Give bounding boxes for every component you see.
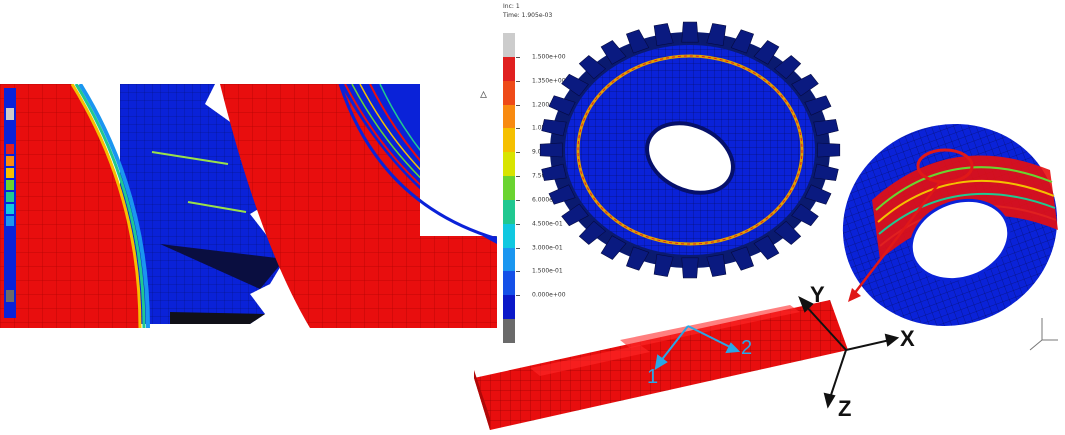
gear-tooth [548, 95, 576, 116]
y-axis-label: Y [810, 282, 825, 307]
legend-label: 4.500e-01 [532, 220, 563, 228]
legend-tick [516, 295, 520, 297]
legend-tick [516, 271, 520, 273]
gear-tooth [626, 246, 650, 271]
gear-tooth [791, 203, 819, 227]
gear-tooth [706, 23, 727, 47]
gear-tooth [730, 246, 754, 271]
triad-icon [1029, 318, 1058, 351]
inc-label: Inc: [503, 3, 514, 10]
legend-tick [516, 223, 520, 225]
gear-tooth [600, 235, 627, 260]
legend-swatch [503, 247, 515, 272]
gear-tooth [730, 29, 754, 54]
gear-tooth [804, 95, 832, 116]
gear-tooth [561, 73, 589, 97]
legend-swatch [503, 56, 515, 81]
legend-swatch [503, 199, 515, 224]
gear-tooth [539, 142, 563, 158]
global-axes [798, 295, 900, 409]
gear-tooth [753, 235, 780, 260]
legend-swatch [503, 176, 515, 200]
gear-tooth [804, 184, 832, 205]
gear-tooth [541, 163, 567, 181]
legend-bottom-swatch [503, 319, 515, 343]
gear-tooth [653, 253, 674, 277]
gear-tooth [578, 55, 607, 80]
gear-tooth [681, 257, 699, 279]
gear-tooth [753, 40, 780, 65]
gear-3d-view [474, 21, 1058, 430]
x-axis-label: X [900, 326, 915, 351]
gear-tooth [791, 73, 819, 97]
gear-tooth [813, 119, 839, 137]
fiber-direction-arrows [654, 325, 741, 370]
callout-arrow [853, 181, 941, 295]
legend-swatch [503, 295, 515, 320]
legend-swatch [503, 104, 515, 129]
gear-tooth [706, 253, 727, 277]
increment-info: Inc: 1 Time: 1.905e-03 [503, 2, 552, 20]
legend-tick [516, 104, 520, 106]
legend-label: 1.500e-01 [532, 267, 563, 275]
legend-tick [516, 199, 520, 201]
legend-tick [516, 80, 520, 82]
legend-tick [516, 56, 520, 58]
gear-tooth [578, 220, 607, 245]
direction-1-label: 1 [647, 366, 659, 388]
legend-tick [516, 128, 520, 130]
gear-tooth [653, 23, 674, 47]
legend-swatch [503, 223, 515, 248]
inc-value: 1 [515, 3, 520, 10]
legend-label: 0.000e+00 [532, 291, 566, 299]
gear-tooth [681, 21, 699, 43]
gear-tooth [548, 184, 576, 205]
legend-label: 3.000e-01 [532, 244, 563, 252]
gear-tooth [773, 55, 802, 80]
time-label: Time: [503, 12, 520, 19]
gear-tooth [561, 203, 589, 227]
legend-tick [516, 152, 520, 154]
gear-tooth [773, 220, 802, 245]
legend-tick [516, 247, 520, 249]
legend-swatch [503, 128, 515, 153]
highlight-circle [916, 148, 974, 184]
time-value: 1.905e-03 [521, 12, 553, 19]
gear-tooth [626, 29, 650, 54]
legend-swatch [503, 271, 515, 296]
z-axis-label: Z [838, 396, 852, 421]
legend-label: 1.500e+00 [532, 53, 566, 61]
gear-tooth [813, 163, 839, 181]
direction-2-label: 2 [741, 337, 753, 359]
legend-top-swatch [503, 33, 515, 57]
legend-label: 1.350e+00 [532, 77, 566, 85]
view-orientation-icon: ▵ [480, 85, 488, 101]
legend-swatch [503, 152, 515, 177]
zoom-view-panel [0, 84, 497, 328]
gear-tooth [817, 142, 841, 158]
legend-tick [516, 176, 520, 178]
legend-swatch [503, 80, 515, 105]
legend-label: 1.200e+00 [532, 101, 566, 109]
legend-label: 6.000e-01 [532, 196, 563, 204]
gear-tooth [541, 119, 567, 137]
ring-model [842, 124, 1058, 326]
gear-model [539, 21, 841, 279]
gear-tooth [600, 40, 627, 65]
